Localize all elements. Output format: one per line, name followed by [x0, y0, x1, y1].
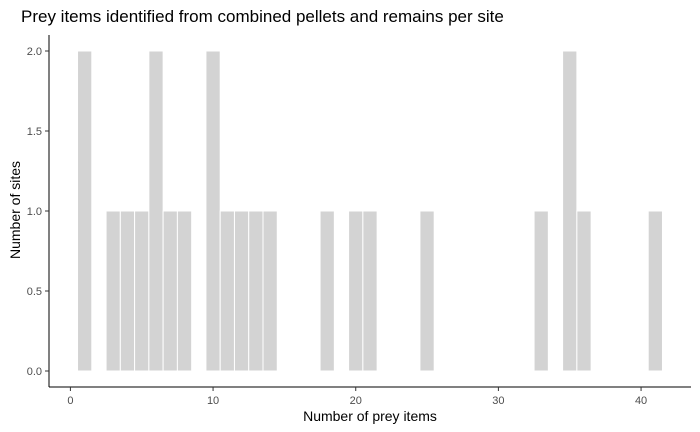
bar-35: [562, 50, 578, 372]
x-tick-label: 0: [67, 395, 73, 407]
bar-12: [233, 210, 250, 372]
bar-21: [362, 210, 378, 372]
bar-3: [105, 210, 121, 372]
y-tick-label: 0.5: [27, 286, 42, 298]
y-axis-label: Number of sites: [7, 161, 23, 259]
bar-5: [134, 210, 150, 372]
y-tick-label: 0.0: [27, 366, 42, 378]
x-axis-label: Number of prey items: [303, 408, 437, 424]
bar-11: [219, 210, 235, 372]
bar-18: [319, 210, 335, 372]
bar-36: [576, 210, 592, 372]
y-tick-label: 2.0: [27, 46, 42, 58]
x-ticks-group: 0 10 20 30 40: [67, 387, 647, 407]
x-tick-label: 10: [207, 395, 219, 407]
x-tick-label: 20: [350, 395, 362, 407]
bar-33: [533, 210, 549, 372]
bar-7: [162, 210, 178, 372]
x-tick-label: 40: [635, 395, 647, 407]
bar-25: [419, 210, 435, 372]
bar-14: [262, 210, 278, 372]
bar-13: [248, 210, 264, 372]
bar-10: [205, 50, 221, 372]
chart-title: Prey items identified from combined pell…: [21, 7, 504, 26]
bar-41: [647, 210, 663, 372]
bars-group: [77, 50, 663, 372]
bar-6: [148, 50, 164, 372]
y-ticks-group: 0.0 0.5 1.0 1.5 2.0: [27, 46, 49, 378]
y-tick-label: 1.0: [27, 206, 42, 218]
bar-8: [176, 210, 193, 372]
x-tick-label: 30: [492, 395, 504, 407]
bar-1: [77, 50, 93, 372]
bar-4: [119, 210, 136, 372]
y-tick-label: 1.5: [27, 126, 42, 138]
bar-20: [348, 210, 364, 372]
